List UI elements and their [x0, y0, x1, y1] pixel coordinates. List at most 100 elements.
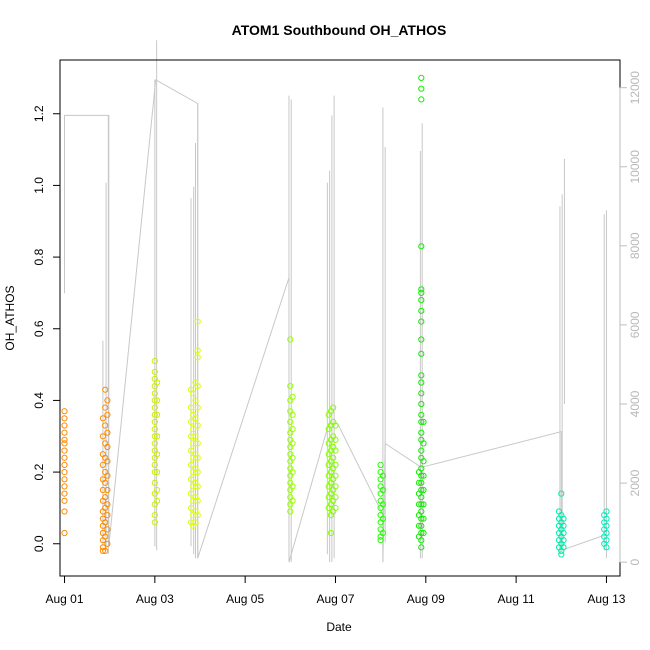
data-point-4-23 [289, 483, 296, 490]
data-point-3-8 [187, 504, 195, 511]
x-axis: Aug 01 Aug 03 Aug 05 Aug 07 Aug 09 Aug 11 Aug … [45, 575, 626, 606]
data-point-3-7 [187, 490, 195, 497]
chart-title: ATOM1 Southbound OH_ATHOS [232, 22, 447, 38]
data-point-1-24 [102, 533, 109, 540]
data-point-0-6 [61, 447, 68, 454]
y-tick-label-6: 1.2 [32, 105, 46, 122]
data-point-4-16 [287, 508, 294, 515]
data-point-1-16 [102, 422, 109, 429]
points-layer [61, 74, 610, 558]
data-point-7-45 [420, 501, 427, 508]
data-point-2-15 [151, 469, 158, 476]
data-point-7-42 [420, 458, 427, 465]
data-point-8-17 [560, 537, 567, 544]
data-point-5-35 [332, 483, 339, 490]
data-point-4-22 [289, 469, 296, 476]
right-tick-label-0: 0 [628, 559, 642, 566]
data-point-5-24 [330, 454, 337, 461]
data-point-7-7 [418, 74, 425, 82]
data-point-3-41 [194, 512, 201, 519]
data-point-7-43 [420, 472, 427, 479]
data-point-3-1 [187, 404, 195, 411]
data-point-6-11 [377, 537, 384, 544]
x-tick-label-3: Aug 07 [316, 592, 354, 606]
data-point-7-44 [420, 486, 427, 494]
data-point-8-16 [560, 529, 567, 537]
right-tick-label-5: 10000 [628, 150, 642, 184]
data-point-7-1 [415, 479, 423, 486]
data-point-2-11 [151, 440, 158, 447]
data-point-7-19 [418, 379, 425, 386]
data-point-0-12 [61, 490, 68, 497]
data-point-1-21 [102, 494, 109, 501]
data-point-0-4 [61, 436, 68, 443]
data-point-7-32 [418, 494, 425, 501]
x-axis-label: Date [326, 620, 352, 634]
data-point-3-32 [194, 354, 201, 361]
data-point-7-47 [420, 529, 427, 537]
data-point-1-3 [99, 461, 107, 468]
data-point-9-7 [603, 522, 610, 529]
data-point-0-0 [61, 408, 68, 415]
data-point-7-24 [418, 429, 425, 436]
data-point-7-16 [418, 336, 425, 343]
data-point-3-40 [194, 497, 201, 504]
data-point-7-36 [418, 522, 425, 529]
data-point-4-17 [289, 393, 296, 400]
data-point-1-25 [102, 547, 109, 555]
data-point-7-26 [418, 447, 425, 454]
x-tick-label-6: Aug 13 [587, 592, 625, 606]
data-point-2-24 [154, 433, 161, 440]
right-tick-label-4: 8000 [628, 232, 642, 259]
y-tick-label-3: 0.6 [32, 320, 46, 337]
data-point-1-28 [104, 429, 111, 436]
data-point-2-23 [154, 411, 161, 418]
data-point-2-14 [151, 461, 158, 468]
data-point-0-1 [61, 415, 68, 422]
data-point-1-23 [102, 519, 109, 526]
data-point-6-13 [379, 486, 386, 494]
data-point-2-22 [154, 397, 161, 404]
data-point-0-10 [61, 476, 68, 483]
right-tick-label-6: 12000 [628, 71, 642, 105]
data-point-5-31 [332, 436, 339, 443]
data-point-3-2 [187, 418, 195, 425]
data-point-3-22 [192, 415, 199, 422]
data-point-7-41 [420, 440, 427, 447]
x-tick-label-4: Aug 09 [407, 592, 445, 606]
data-point-2-27 [154, 486, 161, 494]
x-tick-label-2: Aug 05 [226, 592, 264, 606]
data-point-2-6 [151, 404, 158, 411]
data-point-3-4 [187, 447, 195, 454]
data-point-4-18 [289, 411, 296, 418]
data-point-7-28 [418, 465, 425, 472]
data-point-1-35 [104, 526, 111, 533]
data-point-7-9 [418, 96, 425, 103]
data-point-3-35 [194, 422, 201, 429]
data-point-1-5 [99, 486, 107, 494]
data-point-1-32 [104, 486, 111, 494]
data-point-7-35 [418, 515, 425, 522]
y-tick-label-4: 0.8 [32, 248, 46, 265]
data-point-7-33 [418, 501, 425, 508]
data-point-1-27 [104, 411, 111, 418]
data-point-7-30 [418, 479, 425, 486]
data-point-4-1 [287, 383, 294, 390]
data-point-6-12 [379, 472, 386, 479]
data-point-7-46 [420, 515, 427, 522]
data-point-9-10 [603, 544, 610, 551]
data-point-7-40 [420, 418, 427, 425]
data-point-5-20 [330, 404, 337, 411]
right-axis: 0 2000 4000 6000 8000 10000 12000 [619, 71, 642, 566]
data-point-0-11 [61, 483, 68, 490]
data-point-7-17 [418, 350, 425, 357]
data-point-6-16 [379, 529, 386, 537]
data-point-1-31 [104, 472, 111, 479]
data-point-7-23 [418, 418, 425, 425]
right-tick-label-2: 4000 [628, 390, 642, 417]
data-point-0-15 [61, 529, 68, 537]
data-point-7-18 [418, 372, 425, 379]
data-point-1-13 [99, 547, 107, 555]
data-point-2-10 [151, 433, 158, 440]
data-point-7-14 [418, 307, 425, 314]
